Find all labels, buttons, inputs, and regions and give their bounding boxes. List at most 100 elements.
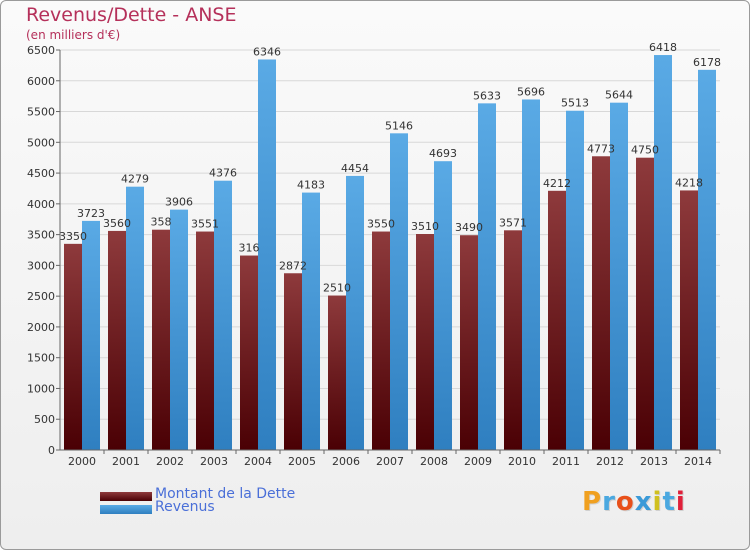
- chart-subtitle: (en milliers d'€): [26, 28, 121, 42]
- x-tick-label: 2006: [332, 455, 360, 468]
- x-tick-label: 2010: [508, 455, 536, 468]
- data-label: 2510: [323, 282, 351, 295]
- y-tick-label: 500: [34, 413, 55, 426]
- x-tick-label: 2002: [156, 455, 184, 468]
- data-label: 5696: [517, 85, 545, 98]
- bar-debt: [416, 234, 434, 450]
- bar-revenue: [478, 103, 496, 450]
- x-tick-label: 2001: [112, 455, 140, 468]
- data-label: 3723: [77, 207, 105, 220]
- bar-debt: [240, 255, 258, 450]
- bar-revenue: [170, 209, 188, 450]
- proxiti-logo: Proxiti: [582, 487, 686, 517]
- logo-letter: r: [602, 487, 616, 517]
- bar-debt: [108, 230, 126, 450]
- bar-debt: [592, 156, 610, 450]
- chart-title: Revenus/Dette - ANSE: [26, 4, 237, 26]
- legend-swatch-debt: [100, 492, 152, 501]
- bar-debt: [460, 235, 478, 450]
- data-label: 3551: [191, 218, 219, 231]
- data-label: 3490: [455, 221, 483, 234]
- data-label: 6346: [253, 45, 281, 58]
- bar-revenue: [302, 192, 320, 451]
- x-tick-label: 2012: [596, 455, 624, 468]
- logo-letter: t: [662, 487, 676, 517]
- data-label: 3560: [103, 217, 131, 230]
- x-tick-label: 2008: [420, 455, 448, 468]
- data-label: 6178: [693, 56, 721, 69]
- legend-label-revenue: Revenus: [155, 499, 215, 515]
- y-tick-label: 6000: [27, 75, 55, 88]
- bar-revenue: [522, 99, 540, 450]
- data-label: 316: [239, 242, 260, 255]
- x-tick-label: 2013: [640, 455, 668, 468]
- bar-revenue: [390, 133, 408, 451]
- data-label: 5146: [385, 119, 413, 132]
- y-axis-ticks: 0 500 1000 1500 2000 2500 3000 3500 4000 4500 5000…: [27, 44, 60, 457]
- y-tick-label: 4500: [27, 167, 55, 180]
- x-tick-label: 2003: [200, 455, 228, 468]
- bar-revenue: [258, 59, 276, 450]
- data-label: 3906: [165, 196, 193, 209]
- bar-revenue: [610, 102, 628, 450]
- data-label: 4218: [675, 176, 703, 189]
- y-tick-label: 5000: [27, 136, 55, 149]
- bar-debt: [64, 243, 82, 450]
- logo-letter: i: [652, 487, 663, 517]
- bar-revenue: [346, 175, 364, 450]
- bar-debt: [636, 157, 654, 450]
- data-label: 3550: [367, 218, 395, 231]
- data-label: 4376: [209, 167, 237, 180]
- data-label: 4279: [121, 173, 149, 186]
- y-tick-label: 2000: [27, 321, 55, 334]
- bar-revenue: [698, 69, 716, 451]
- logo-letter: o: [615, 487, 635, 517]
- bar-revenue: [214, 180, 232, 450]
- x-tick-label: 2004: [244, 455, 272, 468]
- bar-debt: [372, 231, 390, 450]
- data-label: 358: [151, 216, 172, 229]
- data-label: 5644: [605, 89, 633, 102]
- data-label: 4454: [341, 162, 369, 175]
- bar-debt: [152, 229, 170, 450]
- bar-revenue: [434, 161, 452, 450]
- logo-letter: P: [582, 487, 603, 517]
- legend-swatch-revenue: [100, 505, 152, 514]
- x-tick-label: 2009: [464, 455, 492, 468]
- y-tick-label: 1000: [27, 382, 55, 395]
- y-tick-label: 3000: [27, 259, 55, 272]
- x-tick-label: 2000: [68, 455, 96, 468]
- x-tick-label: 2011: [552, 455, 580, 468]
- data-label: 3510: [411, 220, 439, 233]
- data-label: 4750: [631, 144, 659, 157]
- data-label: 3571: [499, 216, 527, 229]
- y-tick-label: 6500: [27, 44, 55, 57]
- bar-debt: [680, 190, 698, 450]
- y-tick-label: 2500: [27, 290, 55, 303]
- x-axis-ticks: 2000 2001 2002 2003 2004 2005 2006 2007 2008 2009…: [68, 450, 721, 468]
- bar-revenue: [566, 110, 584, 450]
- data-label: 4693: [429, 147, 457, 160]
- y-tick-label: 0: [48, 444, 55, 457]
- bar-debt: [196, 231, 214, 450]
- bars: [64, 55, 716, 451]
- data-label: 5633: [473, 89, 501, 102]
- legend-label-debt: Montant de la Dette: [155, 486, 296, 502]
- bar-revenue: [654, 55, 672, 451]
- x-tick-label: 2014: [684, 455, 712, 468]
- y-tick-label: 5500: [27, 106, 55, 119]
- y-tick-label: 3500: [27, 229, 55, 242]
- data-label: 4212: [543, 177, 571, 190]
- y-tick-label: 1500: [27, 352, 55, 365]
- axes: [59, 50, 720, 451]
- data-label: 4773: [587, 142, 615, 155]
- bar-revenue: [126, 186, 144, 450]
- logo-letter: i: [675, 487, 686, 517]
- bar-debt: [328, 295, 346, 450]
- data-label: 2872: [279, 259, 307, 272]
- logo-letter: x: [634, 487, 653, 517]
- data-label: 5513: [561, 97, 589, 110]
- x-tick-label: 2005: [288, 455, 316, 468]
